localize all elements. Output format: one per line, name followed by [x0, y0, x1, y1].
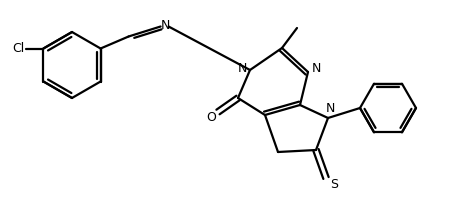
- Text: N: N: [237, 62, 247, 74]
- Text: Cl: Cl: [12, 42, 25, 55]
- Text: O: O: [206, 110, 216, 124]
- Text: N: N: [311, 62, 321, 74]
- Text: N: N: [161, 19, 170, 32]
- Text: N: N: [325, 102, 335, 114]
- Text: S: S: [330, 177, 338, 190]
